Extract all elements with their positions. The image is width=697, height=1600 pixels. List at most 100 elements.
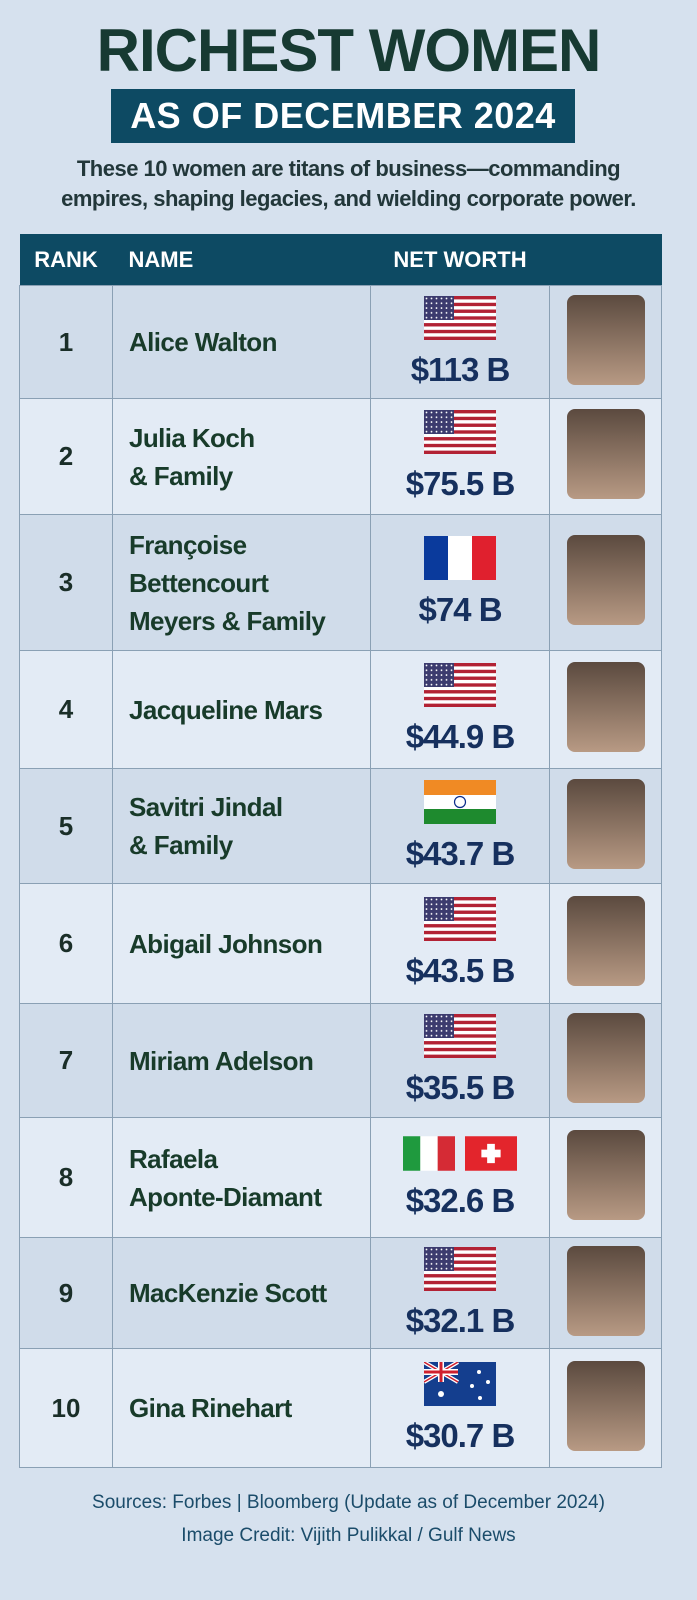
name: Meyers & Family (129, 605, 326, 636)
rank: 3 (19, 514, 113, 651)
title: RICHEST WOMEN (96, 17, 602, 84)
name-cell: Jacqueline Mars (112, 650, 371, 769)
photo (566, 1013, 645, 1103)
name: Savitri Jindal (129, 792, 283, 822)
name-cell: Alice Walton (112, 285, 371, 399)
flags (372, 1014, 548, 1063)
flag (465, 1136, 517, 1171)
photo (566, 662, 645, 752)
column-header: NAME (112, 234, 371, 286)
flags (372, 780, 548, 829)
table-row: 1 Alice Walton $113 B (19, 285, 662, 399)
footer-line: Image Credit: Vijith Pulikkal / Gulf New… (181, 1525, 516, 1546)
flag (424, 410, 496, 454)
photo-cell (549, 883, 662, 1004)
net-worth: $30.7 B (405, 1416, 516, 1454)
net-worth: $32.6 B (405, 1181, 516, 1219)
name: Miriam Adelson (129, 1045, 314, 1076)
table-row: 8 Rafaela Aponte-Diamant $32.6 B (19, 1117, 662, 1238)
net-worth: $75.5 B (405, 465, 516, 502)
name: Jacqueline Mars (129, 694, 323, 725)
photo (566, 409, 645, 499)
photo-cell (549, 768, 662, 884)
net-worth-cell: $35.5 B (370, 1003, 550, 1118)
table-row: 5 Savitri Jindal & Family $43.7 B (19, 768, 662, 884)
flags (372, 1362, 548, 1411)
table-row: 6 Abigail Johnson $43.5 B (19, 883, 662, 1004)
flags (372, 410, 548, 459)
net-worth-cell: $75.5 B (370, 398, 550, 515)
net-worth-cell: $32.6 B (370, 1117, 550, 1238)
name: Aponte-Diamant (129, 1181, 322, 1212)
footer: Sources: Forbes | Bloomberg (Update as o… (0, 1486, 697, 1552)
rank: 7 (19, 1003, 113, 1118)
flag (424, 780, 496, 824)
net-worth-cell: $32.1 B (370, 1237, 550, 1349)
rank: 2 (19, 398, 113, 515)
name: Rafaela (129, 1143, 218, 1174)
rank: 4 (19, 650, 113, 769)
photo (566, 1245, 645, 1336)
name-cell: Abigail Johnson (112, 883, 371, 1004)
name: Gina Rinehart (129, 1393, 292, 1423)
photo-cell (549, 1237, 662, 1349)
photo (566, 896, 645, 986)
net-worth: $44.9 B (405, 718, 516, 755)
net-worth-cell: $44.9 B (370, 650, 550, 769)
name: MacKenzie Scott (129, 1278, 327, 1308)
photo (566, 1360, 645, 1451)
photo-cell (549, 1348, 662, 1468)
net-worth: $113 B (410, 350, 511, 388)
flag (424, 1014, 496, 1058)
table-row: 2 Julia Koch & Family $75.5 B (19, 398, 662, 515)
subtitle-line: empires, shaping legacies, and wielding … (61, 186, 636, 211)
net-worth: $43.5 B (405, 952, 516, 989)
photo-cell (549, 285, 662, 399)
name-cell: Françoise Bettencourt Meyers & Family (112, 514, 371, 651)
subtitle: These 10 women are titans of business—co… (0, 154, 697, 214)
flag (424, 536, 496, 580)
table-row: 10 Gina Rinehart $30.7 B (19, 1348, 662, 1468)
net-worth: $43.7 B (405, 834, 516, 872)
flag (424, 663, 496, 707)
flags (372, 536, 548, 585)
rank: 1 (19, 285, 113, 399)
banner: AS OF DECEMBER 2024 (111, 89, 575, 143)
name-cell: MacKenzie Scott (112, 1237, 371, 1349)
photo-cell (549, 1003, 662, 1118)
name-cell: Gina Rinehart (112, 1348, 371, 1468)
name-cell: Miriam Adelson (112, 1003, 371, 1118)
column-header: RANK (19, 234, 113, 286)
table-row: 3 Françoise Bettencourt Meyers & Family $74 … (19, 514, 662, 651)
flag (424, 1247, 496, 1291)
photo-cell (549, 398, 662, 515)
name: Alice Walton (129, 327, 277, 357)
table-row: 4 Jacqueline Mars $44.9 B (19, 650, 662, 769)
flags (372, 296, 548, 345)
flags (372, 663, 548, 712)
table-row: 7 Miriam Adelson $35.5 B (19, 1003, 662, 1118)
net-worth-cell: $74 B (370, 514, 550, 651)
photo-cell (549, 514, 662, 651)
name-cell: Savitri Jindal & Family (112, 768, 371, 884)
name: Françoise (129, 529, 247, 560)
net-worth-cell: $113 B (370, 285, 550, 399)
flag (424, 296, 496, 340)
photo (566, 778, 645, 869)
name: & Family (129, 830, 233, 860)
rank: 5 (19, 768, 113, 884)
rank: 10 (19, 1348, 113, 1468)
flag (424, 1362, 496, 1406)
photo-cell (549, 650, 662, 769)
name: Bettencourt (129, 567, 269, 598)
table-row: 9 MacKenzie Scott $32.1 B (19, 1237, 662, 1349)
name: Julia Koch (129, 422, 255, 453)
flag (424, 897, 496, 941)
name-cell: Rafaela Aponte-Diamant (112, 1117, 371, 1238)
net-worth-cell: $30.7 B (370, 1348, 550, 1468)
net-worth-cell: $43.7 B (370, 768, 550, 884)
photo (566, 294, 645, 385)
photo (566, 535, 645, 625)
name: Abigail Johnson (129, 928, 323, 959)
